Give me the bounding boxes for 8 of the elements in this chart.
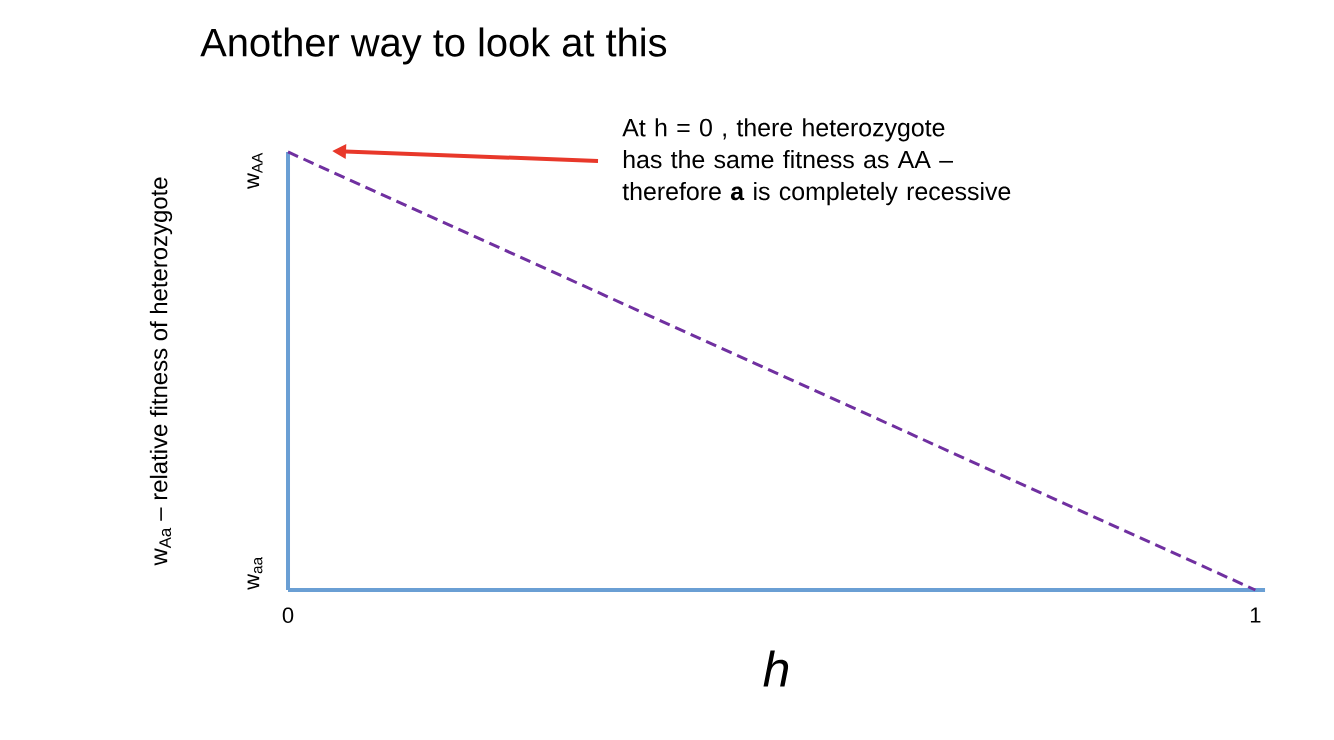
x-tick-label: 1	[1250, 607, 1261, 623]
y-axis-title: w$_{Aa}$ – relative fitness of heterozygote	[149, 177, 173, 566]
annotation: At h = 0 , there heterozygote has the same fitness as AA – therefore a is completely recessive	[622, 118, 1011, 206]
chart-title: Another way to look at this	[200, 27, 667, 65]
x-tick-label: 0	[282, 607, 294, 624]
text: w$_{aa}$	[247, 556, 263, 590]
text: w$_{AA}$	[247, 152, 263, 190]
x-axis-title: h	[763, 650, 789, 687]
